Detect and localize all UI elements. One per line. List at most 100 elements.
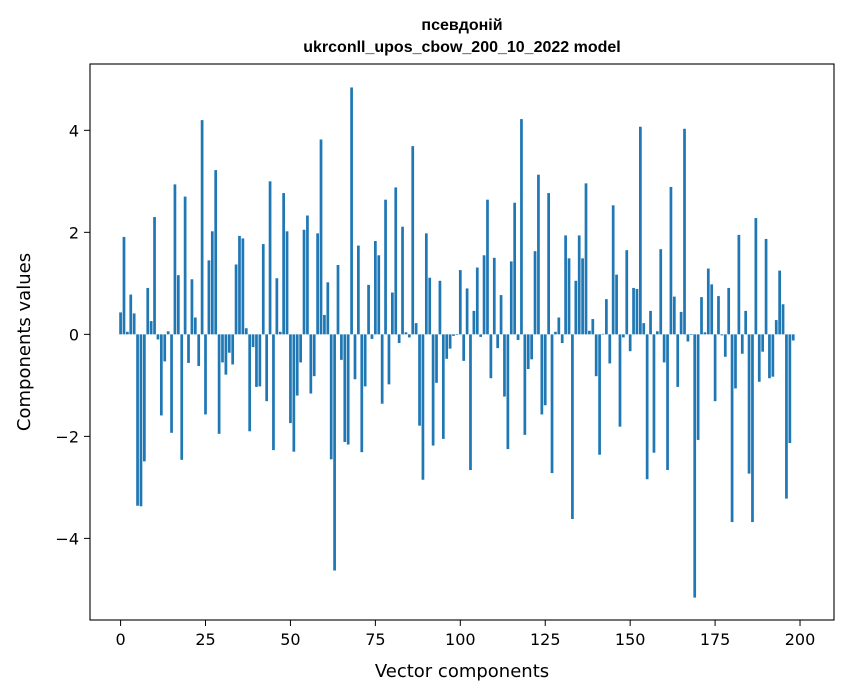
- bar: [170, 334, 173, 433]
- x-tick-label: 25: [195, 630, 215, 649]
- bar: [679, 311, 683, 335]
- bar: [143, 334, 146, 462]
- bar: [340, 334, 343, 360]
- bar: [407, 334, 411, 338]
- bar: [730, 334, 734, 523]
- bar: [129, 294, 133, 335]
- bar: [401, 226, 404, 335]
- bar: [187, 334, 190, 363]
- bar: [486, 199, 489, 335]
- bar: [567, 258, 571, 335]
- bar: [204, 334, 207, 415]
- bar: [703, 332, 707, 335]
- bar: [689, 334, 693, 335]
- bar: [384, 199, 387, 335]
- bar: [261, 244, 265, 335]
- bar: [380, 334, 384, 404]
- x-tick-label: 100: [445, 630, 476, 649]
- x-tick-label: 50: [280, 630, 300, 649]
- bar: [316, 233, 319, 335]
- bar-series: [119, 87, 795, 598]
- bar: [282, 193, 285, 335]
- bar: [513, 202, 517, 335]
- bar: [639, 126, 642, 335]
- y-tick-label: 4: [69, 121, 79, 140]
- bar: [431, 334, 435, 446]
- x-tick-label: 175: [700, 630, 731, 649]
- bar: [747, 334, 751, 474]
- bar: [754, 218, 758, 335]
- bar: [231, 334, 235, 365]
- bar: [190, 279, 194, 335]
- bar: [323, 314, 326, 335]
- bar: [622, 334, 625, 338]
- bar: [774, 320, 778, 335]
- bar: [479, 334, 483, 337]
- bar: [391, 292, 394, 335]
- bar: [717, 296, 720, 335]
- bar: [306, 215, 309, 335]
- bar: [441, 334, 445, 439]
- bar: [336, 264, 340, 335]
- bar: [492, 257, 496, 335]
- bar: [411, 146, 415, 335]
- bar: [557, 317, 561, 335]
- y-axis-label: Components values: [14, 253, 35, 431]
- bar: [163, 334, 167, 362]
- bar: [292, 334, 296, 452]
- bar: [438, 280, 442, 335]
- bar: [574, 280, 578, 335]
- bar: [727, 287, 731, 335]
- bar: [723, 334, 727, 357]
- bar: [146, 287, 150, 335]
- bar: [268, 181, 272, 335]
- bar: [706, 268, 710, 335]
- bar: [367, 284, 370, 335]
- bar: [350, 87, 353, 335]
- bar: [520, 119, 523, 335]
- bar: [357, 245, 360, 335]
- bar: [346, 334, 350, 445]
- bar: [234, 264, 238, 335]
- bar: [136, 334, 139, 506]
- bar: [139, 334, 143, 507]
- bar: [448, 334, 452, 349]
- bar: [122, 236, 126, 335]
- bar: [370, 334, 374, 339]
- bar: [781, 304, 785, 335]
- bar: [295, 334, 299, 396]
- bar: [526, 334, 530, 370]
- bar: [329, 334, 333, 460]
- bar: [710, 284, 714, 335]
- bar: [608, 334, 612, 364]
- bar: [244, 328, 248, 335]
- bar: [740, 334, 744, 354]
- bar: [176, 275, 180, 335]
- plot-area-frame: [89, 63, 835, 621]
- bar: [540, 334, 544, 415]
- bar: [414, 323, 418, 335]
- bar: [642, 323, 646, 335]
- bar: [588, 330, 591, 335]
- x-axis-ticks: 0 25 50 75 100 125 150 175 200: [115, 620, 815, 649]
- bar: [605, 299, 608, 335]
- bar: [560, 334, 564, 344]
- bar: [516, 334, 520, 340]
- bar: [564, 235, 567, 335]
- bar: [533, 251, 537, 335]
- bar: [744, 310, 748, 335]
- bar: [421, 334, 425, 480]
- bar: [611, 205, 615, 335]
- bar: [149, 321, 153, 335]
- bar: [537, 174, 540, 335]
- bar: [615, 274, 618, 335]
- y-axis-ticks: −4 −2 0 2 4: [55, 121, 90, 548]
- bar: [669, 186, 673, 335]
- bar: [435, 334, 438, 383]
- bar: [761, 334, 765, 352]
- bar: [472, 310, 476, 335]
- bar: [265, 334, 269, 402]
- bar: [509, 261, 513, 335]
- bar: [462, 334, 466, 361]
